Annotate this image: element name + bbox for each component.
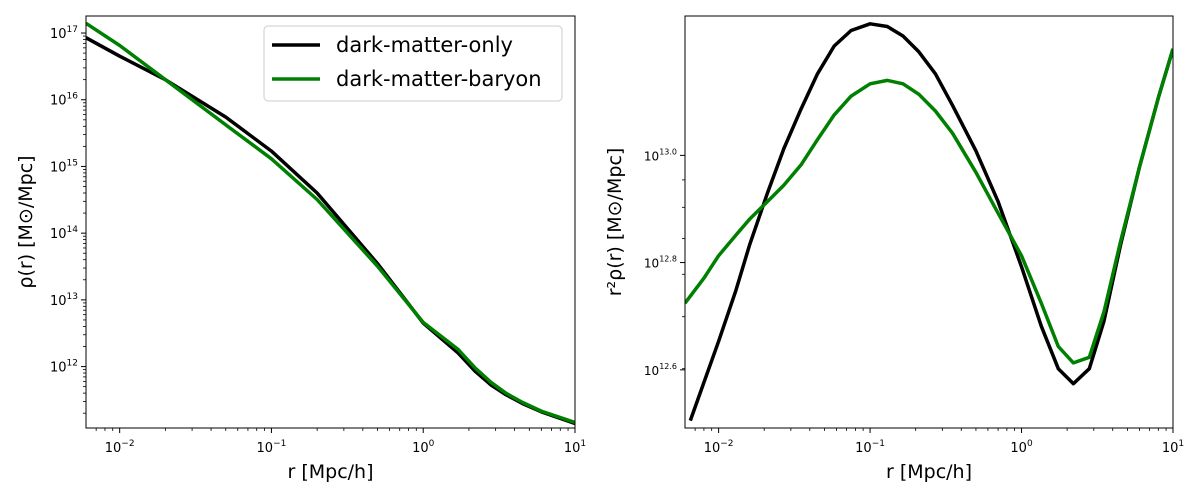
x-axis-label: r [Mpc/h]: [886, 461, 972, 483]
x-tick-label: 101: [1162, 439, 1184, 456]
x-tick-label: 10−1: [257, 439, 287, 456]
x-tick-label: 100: [412, 439, 435, 456]
y-tick-label: 1014: [50, 225, 78, 242]
y-tick-label: 1016: [50, 92, 78, 109]
x-axis-label: r [Mpc/h]: [287, 461, 373, 483]
series-line-dark-matter-baryon: [86, 21, 575, 425]
x-tick-label: 100: [1010, 439, 1033, 456]
axes-frame: [85, 15, 576, 429]
y-tick-label: 1017: [50, 25, 78, 42]
x-tick-label: 10−1: [855, 439, 885, 456]
x-tick-label: 101: [564, 439, 586, 456]
right-r2-density-panel: 10−2 10−1 100 101 1012.6 1012.8 1013.0 r [Mpc/h…: [604, 15, 1184, 483]
y-tick-label: 1013: [50, 292, 78, 309]
legend-label: dark-matter-only: [336, 33, 513, 57]
x-tick-label: 10−2: [105, 439, 135, 456]
y-tick-label: 1015: [50, 158, 78, 175]
y-tick-label: 1012.6: [644, 362, 677, 378]
y-tick-label: 1012.8: [644, 255, 677, 271]
axes-frame: [684, 15, 1174, 429]
y-tick-label: 1012: [50, 359, 78, 376]
series-line-dark-matter-baryon: [685, 48, 1173, 365]
legend-label: dark-matter-baryon: [336, 67, 542, 91]
left-density-panel: 10−2 10−1 100 101 1012 1013 1014 1015 1016 1017 r …: [15, 15, 586, 483]
series-line-dark-matter-only: [688, 22, 1173, 422]
y-tick-label: 1013.0: [644, 147, 677, 163]
x-tick-label: 10−2: [704, 439, 734, 456]
y-axis-label: r²ρ(r) [M⊙/Mpc]: [604, 148, 626, 297]
legend-box: [263, 25, 563, 102]
y-axis-label: ρ(r) [M⊙/Mpc]: [15, 155, 37, 288]
